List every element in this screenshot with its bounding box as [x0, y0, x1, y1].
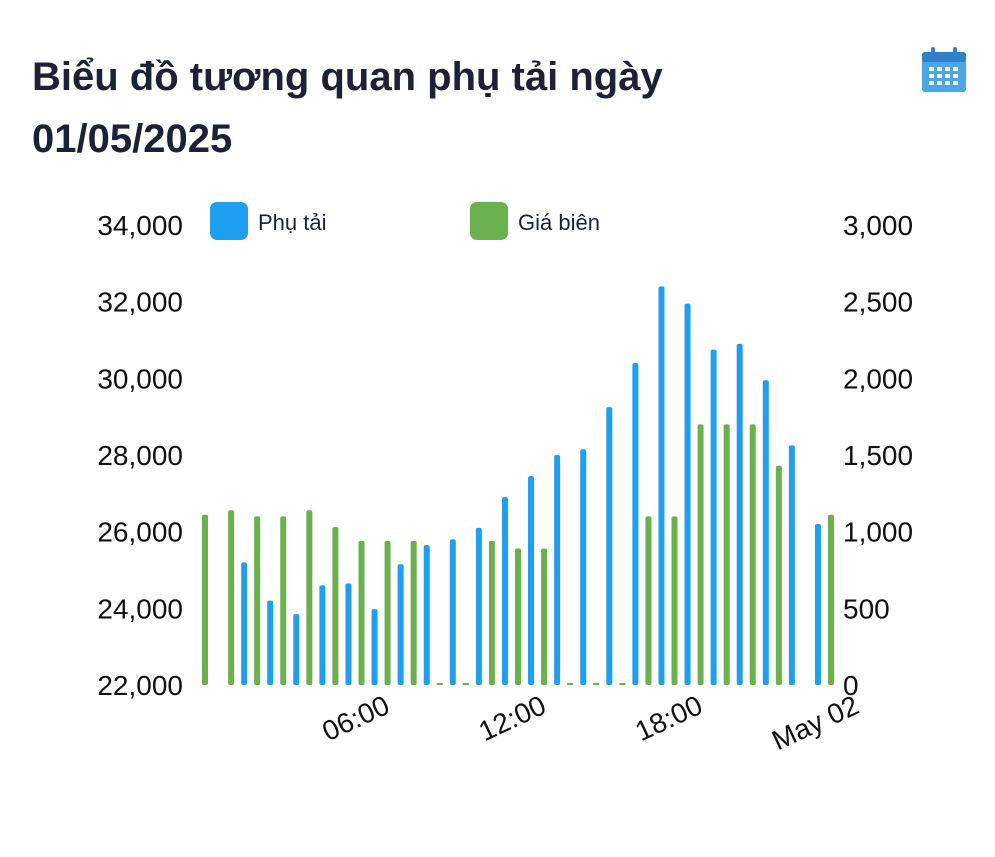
bar-price[interactable]: [567, 683, 574, 685]
y-left-tick-label: 28,000: [97, 440, 183, 471]
y-right-tick-label: 0: [843, 670, 859, 701]
calendar-icon-graphic: [922, 47, 966, 92]
bar-price[interactable]: [384, 540, 391, 685]
bar-load[interactable]: [241, 562, 248, 685]
bar-price[interactable]: [828, 514, 834, 685]
x-tick-label: 06:00: [317, 689, 394, 747]
bar-load[interactable]: [814, 524, 821, 685]
chart-title: Biểu đồ tương quan phụ tải ngày 01/05/20…: [32, 46, 832, 170]
bar-price[interactable]: [228, 510, 235, 685]
bar-load[interactable]: [371, 609, 378, 685]
bar-load[interactable]: [345, 583, 352, 685]
bar-price[interactable]: [332, 527, 339, 685]
bar-load[interactable]: [397, 564, 404, 685]
y-left-tick-label: 30,000: [97, 363, 183, 394]
y-right-tick-label: 1,000: [843, 517, 913, 548]
bar-price[interactable]: [462, 683, 469, 685]
y-left-tick-label: 22,000: [97, 670, 183, 701]
bar-load[interactable]: [319, 585, 326, 685]
bar-price[interactable]: [358, 540, 365, 685]
bar-load[interactable]: [762, 380, 769, 685]
bar-load[interactable]: [632, 363, 639, 685]
y-left-tick-label: 34,000: [97, 210, 183, 241]
bar-price[interactable]: [280, 516, 287, 685]
bar-load[interactable]: [423, 545, 430, 685]
bar-price[interactable]: [306, 510, 313, 685]
x-tick-label: 12:00: [474, 689, 551, 747]
bar-load[interactable]: [449, 539, 456, 685]
bar-load[interactable]: [293, 614, 300, 685]
bar-load[interactable]: [501, 497, 508, 685]
bar-load[interactable]: [580, 449, 587, 685]
bar-price[interactable]: [202, 514, 208, 685]
bar-price[interactable]: [775, 465, 782, 685]
title-line-2: 01/05/2025: [32, 117, 233, 161]
bar-price[interactable]: [436, 683, 443, 685]
legend-label-price: Giá biên: [518, 210, 600, 235]
legend-label-load: Phụ tải: [258, 210, 327, 235]
y-right-tick-label: 500: [843, 593, 890, 624]
calendar-icon[interactable]: [920, 46, 968, 94]
legend-swatch-load[interactable]: [210, 202, 248, 240]
title-line-1: Biểu đồ tương quan phụ tải ngày: [32, 55, 663, 99]
bar-price[interactable]: [723, 424, 730, 685]
bar-price[interactable]: [541, 548, 548, 685]
bar-price[interactable]: [697, 424, 704, 685]
bar-load[interactable]: [710, 349, 717, 685]
x-tick-label: May 02: [767, 689, 863, 756]
bar-load[interactable]: [267, 600, 274, 685]
bar-price[interactable]: [410, 540, 417, 685]
bar-price[interactable]: [593, 683, 600, 685]
bar-price[interactable]: [749, 424, 756, 685]
legend-swatch-price[interactable]: [470, 202, 508, 240]
bar-price[interactable]: [645, 516, 652, 685]
bar-load[interactable]: [528, 476, 535, 685]
y-right-tick-label: 2,000: [843, 363, 913, 394]
y-left-tick-label: 32,000: [97, 287, 183, 318]
y-right-tick-label: 2,500: [843, 287, 913, 318]
y-left-tick-label: 26,000: [97, 517, 183, 548]
bar-price[interactable]: [619, 683, 626, 685]
bar-load[interactable]: [788, 445, 795, 685]
bar-load[interactable]: [736, 343, 743, 685]
bar-load[interactable]: [554, 455, 561, 685]
y-right-tick-label: 1,500: [843, 440, 913, 471]
bar-load[interactable]: [684, 303, 691, 685]
y-right-tick-label: 3,000: [843, 210, 913, 241]
bar-price[interactable]: [515, 548, 521, 685]
y-left-tick-label: 24,000: [97, 593, 183, 624]
bar-load[interactable]: [658, 286, 665, 685]
bar-load[interactable]: [475, 527, 482, 685]
x-tick-label: 18:00: [630, 689, 707, 747]
bar-price[interactable]: [488, 540, 495, 685]
bar-price[interactable]: [671, 516, 678, 685]
bar-load[interactable]: [606, 407, 613, 685]
bar-price[interactable]: [254, 516, 261, 685]
